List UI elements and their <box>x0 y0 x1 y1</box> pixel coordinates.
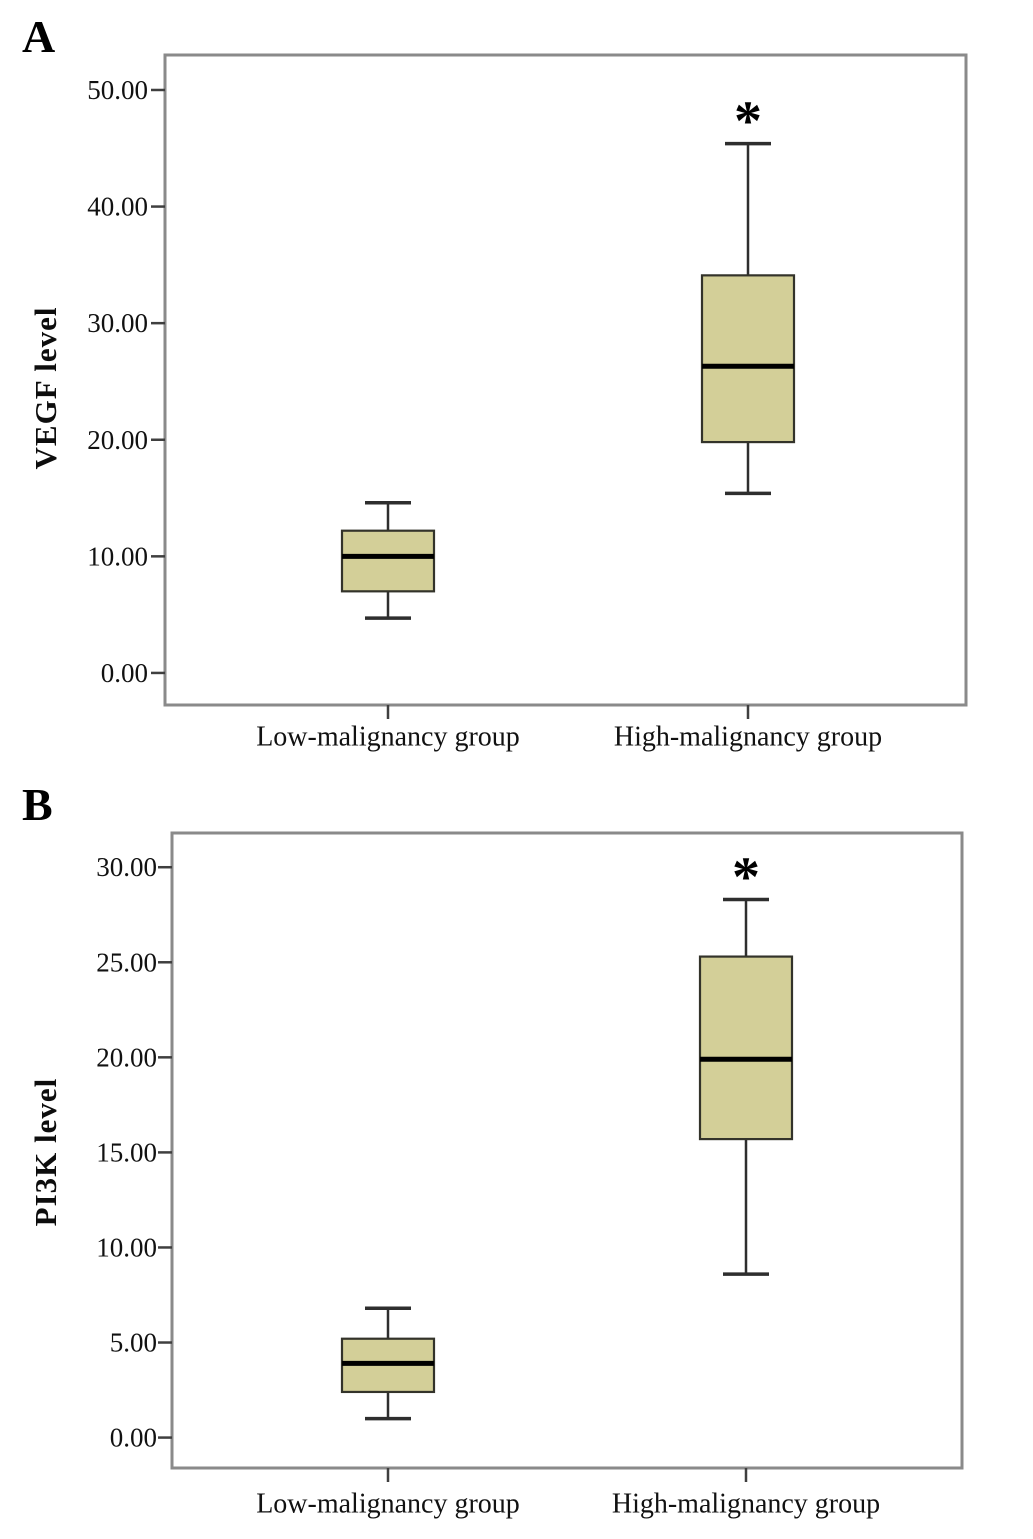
panel-b-boxplot-chart: 0.00 5.00 10.00 15.00 20.00 25.00 30.00 Low-mal… <box>96 831 964 1520</box>
y-tick-label: 0.00 <box>101 658 148 688</box>
y-tick-label: 10.00 <box>87 541 148 571</box>
y-tick-label: 5.00 <box>110 1328 157 1358</box>
panel-b-letter: B <box>22 779 53 830</box>
category-label: Low-malignancy group <box>256 1489 520 1520</box>
iqr-box <box>700 274 796 444</box>
category-label: Low-malignancy group <box>256 722 520 753</box>
box-series: * <box>698 847 794 1276</box>
plot-frame <box>163 53 968 707</box>
plot-frame <box>170 831 964 1470</box>
y-tick-label: 0.00 <box>110 1423 157 1453</box>
significance-asterisk: * <box>732 847 760 909</box>
x-axis: Low-malignancy group High-malignancy grou… <box>256 1468 880 1520</box>
category-label: High-malignancy group <box>614 722 882 753</box>
y-tick-label: 30.00 <box>87 308 148 338</box>
box-series <box>340 500 436 620</box>
y-tick-label: 30.00 <box>96 852 157 882</box>
y-tick-label: 25.00 <box>96 947 157 977</box>
box-series: * <box>700 91 796 496</box>
y-tick-label: 40.00 <box>87 192 148 222</box>
iqr-box <box>698 955 794 1141</box>
significance-asterisk: * <box>734 91 762 153</box>
panel-a-letter: A <box>22 11 56 62</box>
y-tick-label: 15.00 <box>96 1137 157 1167</box>
box-series <box>340 1306 436 1421</box>
y-tick-label: 10.00 <box>96 1232 157 1262</box>
iqr-box <box>340 529 436 593</box>
y-axis: 0.00 5.00 10.00 15.00 20.00 25.00 30.00 <box>96 852 172 1453</box>
y-axis: 0.00 10.00 20.00 30.00 40.00 50.00 <box>87 75 165 688</box>
y-tick-label: 20.00 <box>87 425 148 455</box>
x-axis: Low-malignancy group High-malignancy grou… <box>256 705 882 753</box>
category-label: High-malignancy group <box>612 1489 880 1520</box>
y-tick-label: 20.00 <box>96 1042 157 1072</box>
y-tick-label: 50.00 <box>87 75 148 105</box>
panel-a-boxplot-chart: 0.00 10.00 20.00 30.00 40.00 50.00 Low-maligna… <box>87 53 968 753</box>
